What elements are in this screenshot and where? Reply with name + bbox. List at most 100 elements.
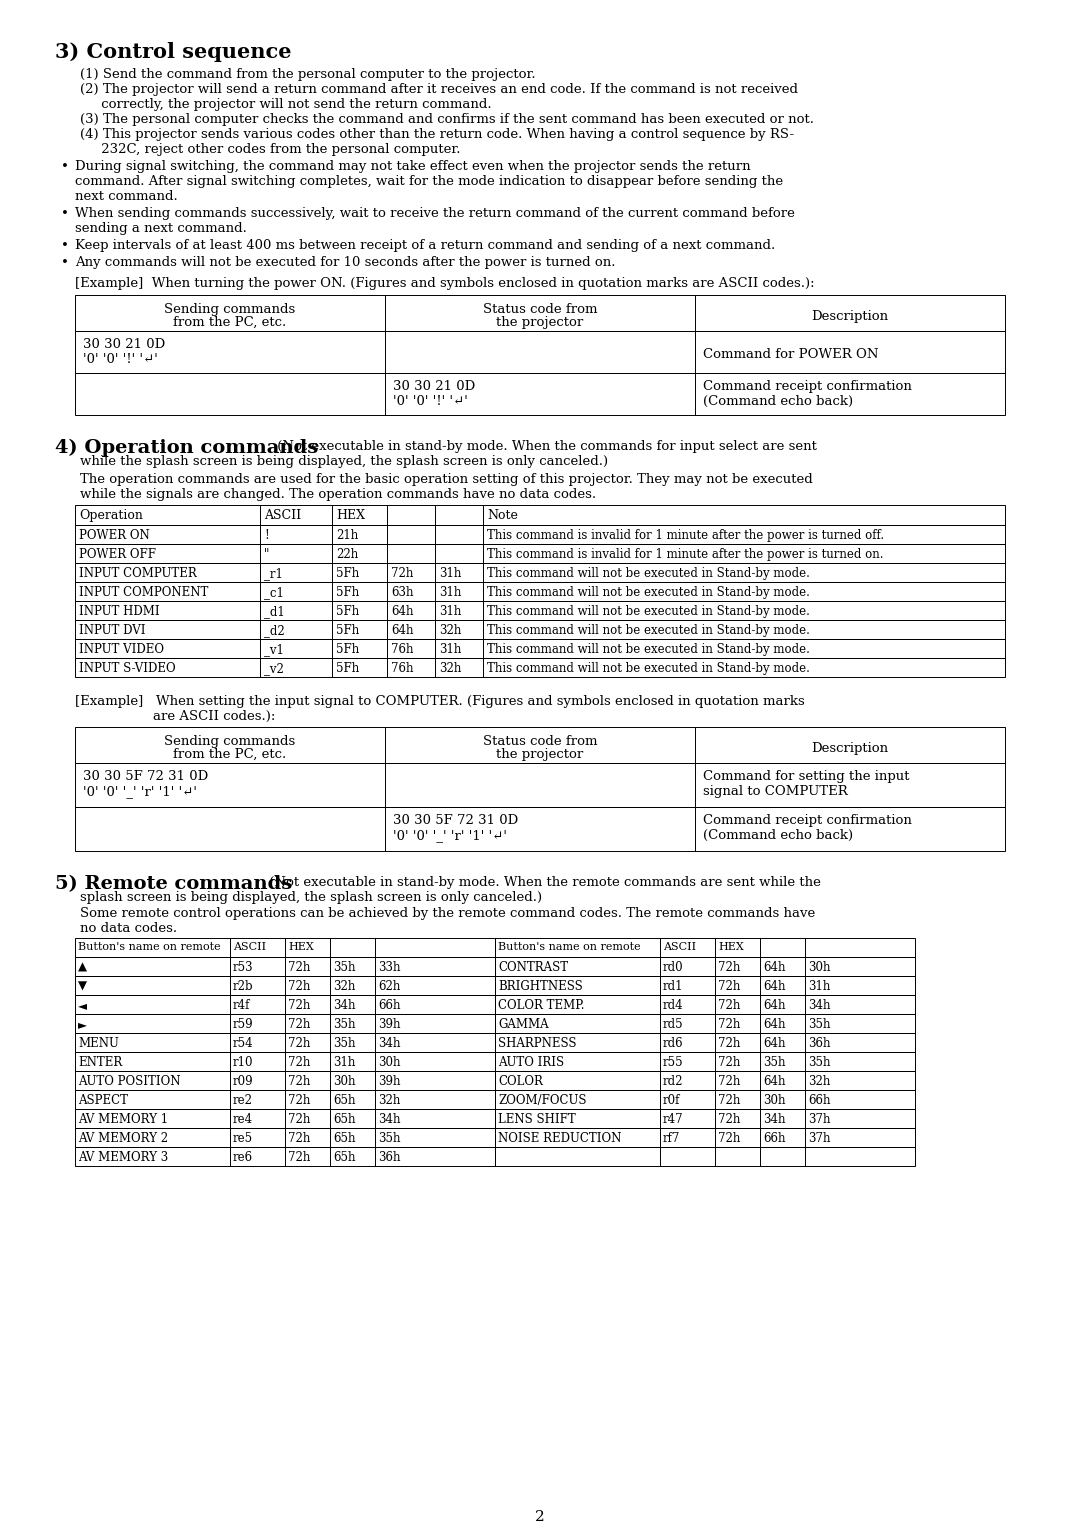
Text: 63h: 63h bbox=[391, 587, 414, 599]
Text: 30h: 30h bbox=[762, 1094, 785, 1106]
Text: r09: r09 bbox=[233, 1076, 254, 1088]
Text: Status code from: Status code from bbox=[483, 735, 597, 749]
Text: 76h: 76h bbox=[391, 662, 414, 675]
Text: During signal switching, the command may not take effect even when the projector: During signal switching, the command may… bbox=[75, 160, 751, 173]
Text: 72h: 72h bbox=[718, 999, 741, 1012]
Text: 72h: 72h bbox=[718, 1056, 741, 1070]
Text: 72h: 72h bbox=[288, 1094, 310, 1106]
Text: HEX: HEX bbox=[336, 509, 365, 523]
Bar bbox=[75, 1089, 495, 1109]
Text: no data codes.: no data codes. bbox=[80, 921, 177, 935]
Text: 36h: 36h bbox=[808, 1038, 831, 1050]
Text: 65h: 65h bbox=[333, 1094, 355, 1106]
Text: signal to COMPUTER: signal to COMPUTER bbox=[703, 785, 848, 798]
Text: The operation commands are used for the basic operation setting of this projecto: The operation commands are used for the … bbox=[80, 474, 813, 486]
Text: 72h: 72h bbox=[718, 1112, 741, 1126]
Text: 35h: 35h bbox=[333, 1038, 355, 1050]
Text: 72h: 72h bbox=[288, 979, 310, 993]
Text: Sending commands: Sending commands bbox=[164, 735, 296, 749]
Text: next command.: next command. bbox=[75, 189, 178, 203]
Text: SHARPNESS: SHARPNESS bbox=[498, 1038, 577, 1050]
Text: 35h: 35h bbox=[808, 1018, 831, 1031]
Text: Command receipt confirmation: Command receipt confirmation bbox=[703, 814, 912, 827]
Text: 64h: 64h bbox=[762, 979, 785, 993]
Bar bbox=[75, 582, 1005, 601]
Text: This command will not be executed in Stand-by mode.: This command will not be executed in Sta… bbox=[487, 643, 810, 656]
Text: 31h: 31h bbox=[438, 643, 461, 656]
Text: 65h: 65h bbox=[333, 1112, 355, 1126]
Text: AV MEMORY 1: AV MEMORY 1 bbox=[78, 1112, 168, 1126]
Text: 30 30 21 0D: 30 30 21 0D bbox=[83, 338, 165, 351]
Text: 232C, reject other codes from the personal computer.: 232C, reject other codes from the person… bbox=[80, 144, 460, 156]
Text: rd2: rd2 bbox=[663, 1076, 684, 1088]
Text: INPUT COMPONENT: INPUT COMPONENT bbox=[79, 587, 208, 599]
Text: 5Fh: 5Fh bbox=[336, 643, 360, 656]
Text: 5Fh: 5Fh bbox=[336, 605, 360, 617]
Text: 72h: 72h bbox=[718, 1094, 741, 1106]
Text: 64h: 64h bbox=[762, 1018, 785, 1031]
Text: _v1: _v1 bbox=[264, 643, 284, 656]
Text: Command for setting the input: Command for setting the input bbox=[703, 770, 909, 782]
Text: r53: r53 bbox=[233, 961, 254, 973]
Text: command. After signal switching completes, wait for the mode indication to disap: command. After signal switching complete… bbox=[75, 176, 783, 188]
Text: 72h: 72h bbox=[288, 961, 310, 973]
Bar bbox=[75, 762, 1005, 807]
Text: GAMMA: GAMMA bbox=[498, 1018, 549, 1031]
Bar bbox=[495, 938, 915, 957]
Text: HEX: HEX bbox=[718, 941, 744, 952]
Text: re6: re6 bbox=[233, 1151, 253, 1164]
Text: 34h: 34h bbox=[378, 1038, 401, 1050]
Text: 31h: 31h bbox=[808, 979, 831, 993]
Text: This command is invalid for 1 minute after the power is turned on.: This command is invalid for 1 minute aft… bbox=[487, 549, 883, 561]
Text: rd6: rd6 bbox=[663, 1038, 684, 1050]
Text: INPUT VIDEO: INPUT VIDEO bbox=[79, 643, 164, 656]
Text: Command receipt confirmation: Command receipt confirmation bbox=[703, 380, 912, 393]
Text: the projector: the projector bbox=[497, 749, 583, 761]
Text: the projector: the projector bbox=[497, 316, 583, 329]
Text: NOISE REDUCTION: NOISE REDUCTION bbox=[498, 1132, 621, 1144]
Bar bbox=[495, 1109, 915, 1128]
Text: _d2: _d2 bbox=[264, 623, 285, 637]
Text: 30h: 30h bbox=[333, 1076, 355, 1088]
Text: [Example]   When setting the input signal to COMPUTER. (Figures and symbols encl: [Example] When setting the input signal … bbox=[75, 695, 805, 707]
Bar bbox=[75, 659, 1005, 677]
Text: (1) Send the command from the personal computer to the projector.: (1) Send the command from the personal c… bbox=[80, 69, 536, 81]
Text: 35h: 35h bbox=[808, 1056, 831, 1070]
Bar bbox=[75, 639, 1005, 659]
Text: (2) The projector will send a return command after it receives an end code. If t: (2) The projector will send a return com… bbox=[80, 83, 798, 96]
Text: 72h: 72h bbox=[288, 1112, 310, 1126]
Text: 76h: 76h bbox=[391, 643, 414, 656]
Text: 30h: 30h bbox=[808, 961, 831, 973]
Text: 72h: 72h bbox=[288, 1056, 310, 1070]
Text: rd0: rd0 bbox=[663, 961, 684, 973]
Bar bbox=[75, 995, 495, 1015]
Text: AUTO IRIS: AUTO IRIS bbox=[498, 1056, 564, 1070]
Bar bbox=[495, 957, 915, 976]
Text: COLOR TEMP.: COLOR TEMP. bbox=[498, 999, 584, 1012]
Text: _d1: _d1 bbox=[264, 605, 285, 617]
Text: Any commands will not be executed for 10 seconds after the power is turned on.: Any commands will not be executed for 10… bbox=[75, 257, 616, 269]
Bar bbox=[75, 504, 1005, 526]
Text: 32h: 32h bbox=[438, 662, 461, 675]
Text: INPUT HDMI: INPUT HDMI bbox=[79, 605, 160, 617]
Text: r10: r10 bbox=[233, 1056, 254, 1070]
Text: 5Fh: 5Fh bbox=[336, 587, 360, 599]
Bar bbox=[75, 807, 1005, 851]
Text: 72h: 72h bbox=[718, 1018, 741, 1031]
Text: 3) Control sequence: 3) Control sequence bbox=[55, 41, 292, 63]
Text: Some remote control operations can be achieved by the remote command codes. The : Some remote control operations can be ac… bbox=[80, 908, 815, 920]
Text: 72h: 72h bbox=[288, 1038, 310, 1050]
Text: rd4: rd4 bbox=[663, 999, 684, 1012]
Bar bbox=[75, 1148, 495, 1166]
Text: ◄: ◄ bbox=[78, 999, 87, 1012]
Text: ASCII: ASCII bbox=[233, 941, 266, 952]
Text: •: • bbox=[60, 160, 69, 173]
Text: 72h: 72h bbox=[718, 1076, 741, 1088]
Text: This command is invalid for 1 minute after the power is turned off.: This command is invalid for 1 minute aft… bbox=[487, 529, 885, 542]
Text: •: • bbox=[60, 257, 69, 269]
Text: while the splash screen is being displayed, the splash screen is only canceled.): while the splash screen is being display… bbox=[80, 455, 608, 468]
Text: POWER OFF: POWER OFF bbox=[79, 549, 156, 561]
Text: (Command echo back): (Command echo back) bbox=[703, 396, 853, 408]
Text: ASCII: ASCII bbox=[264, 509, 301, 523]
Text: 64h: 64h bbox=[391, 623, 414, 637]
